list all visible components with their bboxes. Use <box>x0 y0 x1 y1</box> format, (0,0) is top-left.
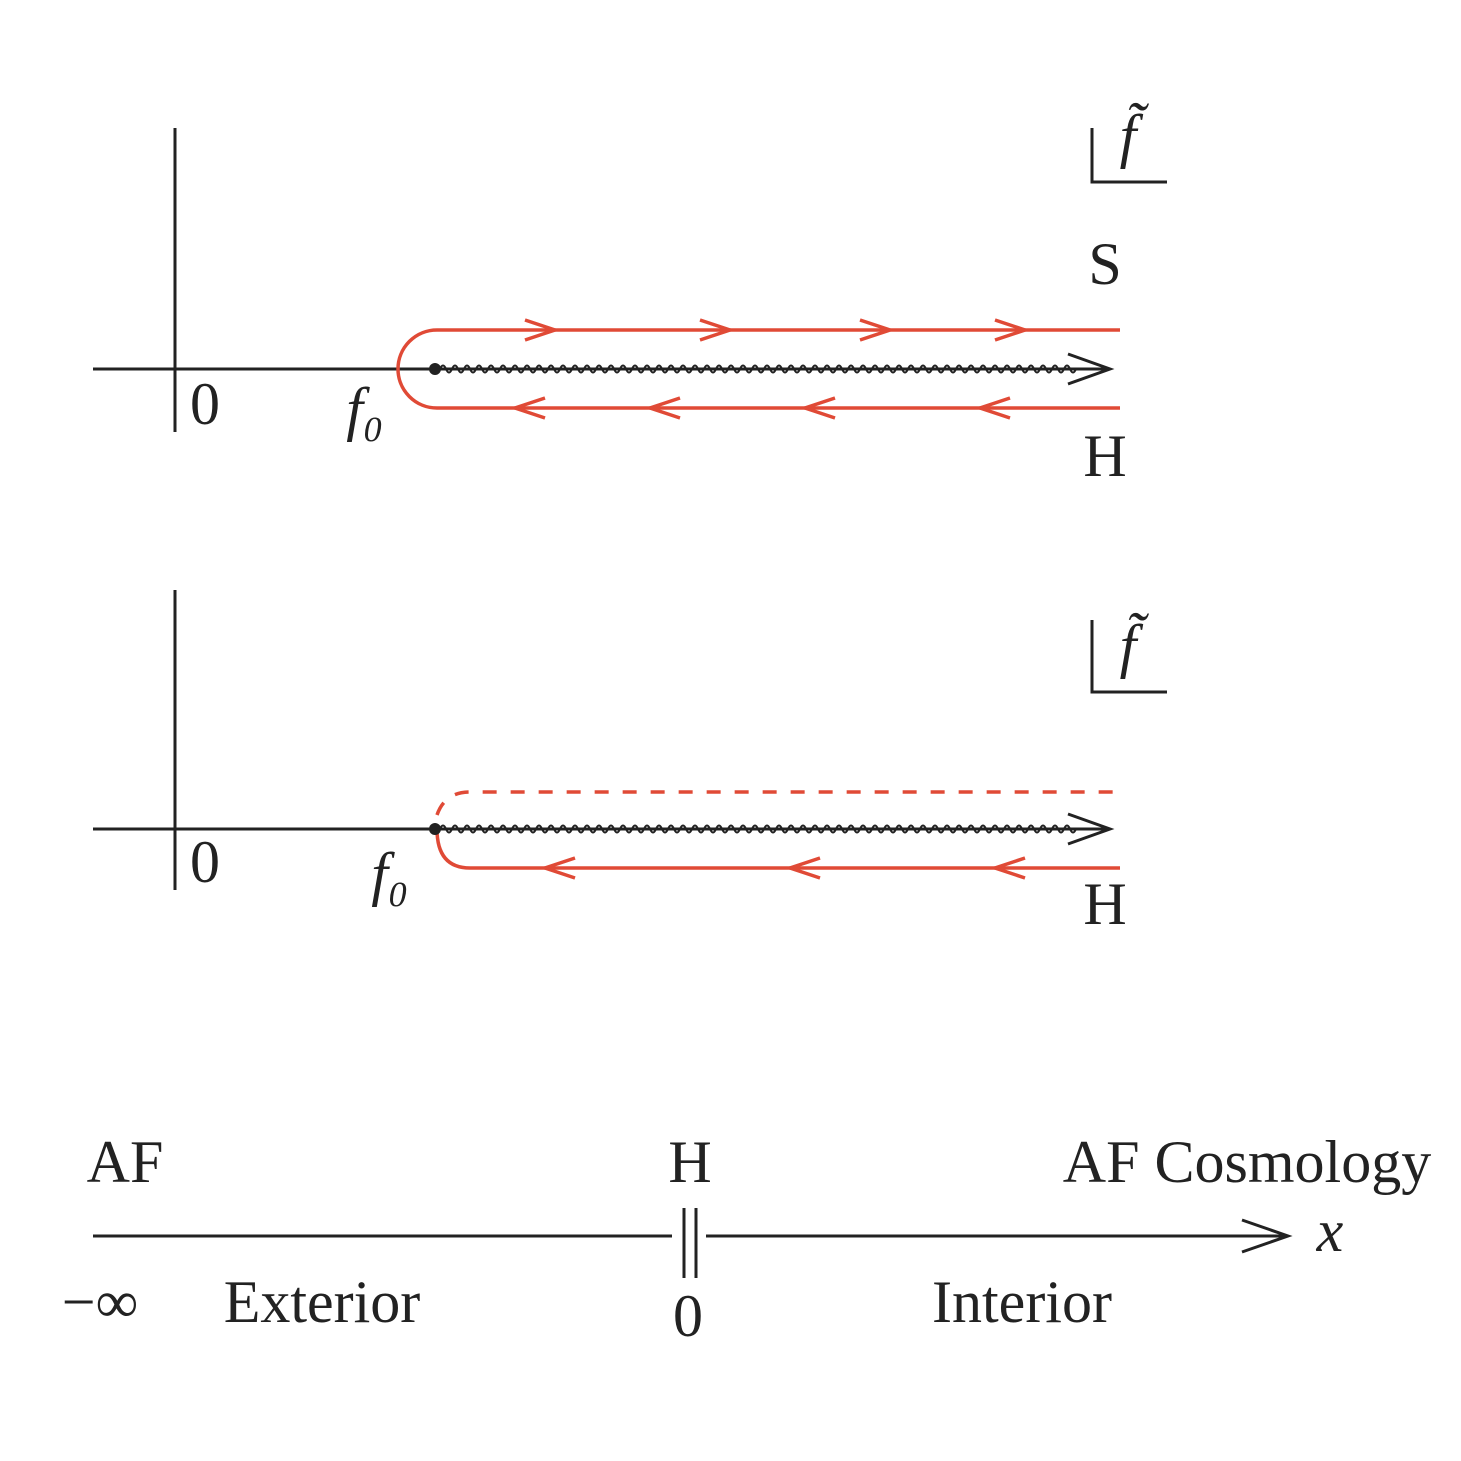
plane-label: f̃ <box>1120 103 1150 169</box>
upper-label: S <box>1088 231 1121 297</box>
contour-dashed <box>435 790 1120 816</box>
left-region-label: Exterior <box>224 1269 421 1335</box>
middle-label: H <box>668 1129 711 1195</box>
direction-arrow <box>799 396 836 420</box>
left-end-label: −∞ <box>62 1269 139 1335</box>
direction-arrow <box>524 318 561 342</box>
lower-label: H <box>1083 871 1126 937</box>
direction-arrow <box>974 396 1011 420</box>
wavy-line <box>439 364 1077 374</box>
panel-2: f̃ 0 f₀ H <box>93 590 1167 937</box>
left-label: AF <box>87 1129 164 1195</box>
branch-point <box>429 363 441 375</box>
direction-arrow <box>539 856 576 880</box>
branch-point-label: f₀ <box>346 376 384 442</box>
origin-label: 0 <box>190 371 220 437</box>
lower-label: H <box>1083 423 1126 489</box>
middle-value-label: 0 <box>673 1283 703 1349</box>
direction-arrow <box>859 318 896 342</box>
direction-arrow <box>989 856 1026 880</box>
plane-marker <box>1090 128 1167 184</box>
contour <box>435 828 1120 870</box>
coordinate-axis: AF H AF Cosmology x −∞ Exterior 0 Interi… <box>62 1129 1432 1349</box>
right-region-label: Interior <box>932 1269 1112 1335</box>
panel-1: f̃ 0 f₀ S H <box>93 103 1167 489</box>
right-label: AF Cosmology <box>1063 1129 1431 1195</box>
contour <box>396 328 1120 410</box>
plane-label: f̃ <box>1120 613 1150 679</box>
branch-point <box>429 823 441 835</box>
direction-arrow <box>509 396 546 420</box>
plane-marker <box>1090 620 1167 694</box>
branch-point-label: f₀ <box>371 841 409 907</box>
axis-arrow <box>1067 812 1115 846</box>
wavy-line <box>439 824 1077 834</box>
axis-arrow <box>1241 1218 1293 1254</box>
direction-arrow <box>644 396 681 420</box>
variable-label: x <box>1316 1198 1344 1264</box>
direction-arrow <box>699 318 736 342</box>
branch-cut <box>439 364 1077 374</box>
axis-arrow <box>1067 352 1115 386</box>
direction-arrow <box>784 856 821 880</box>
branch-cut <box>439 824 1077 834</box>
origin-label: 0 <box>190 829 220 895</box>
direction-arrow <box>994 318 1031 342</box>
